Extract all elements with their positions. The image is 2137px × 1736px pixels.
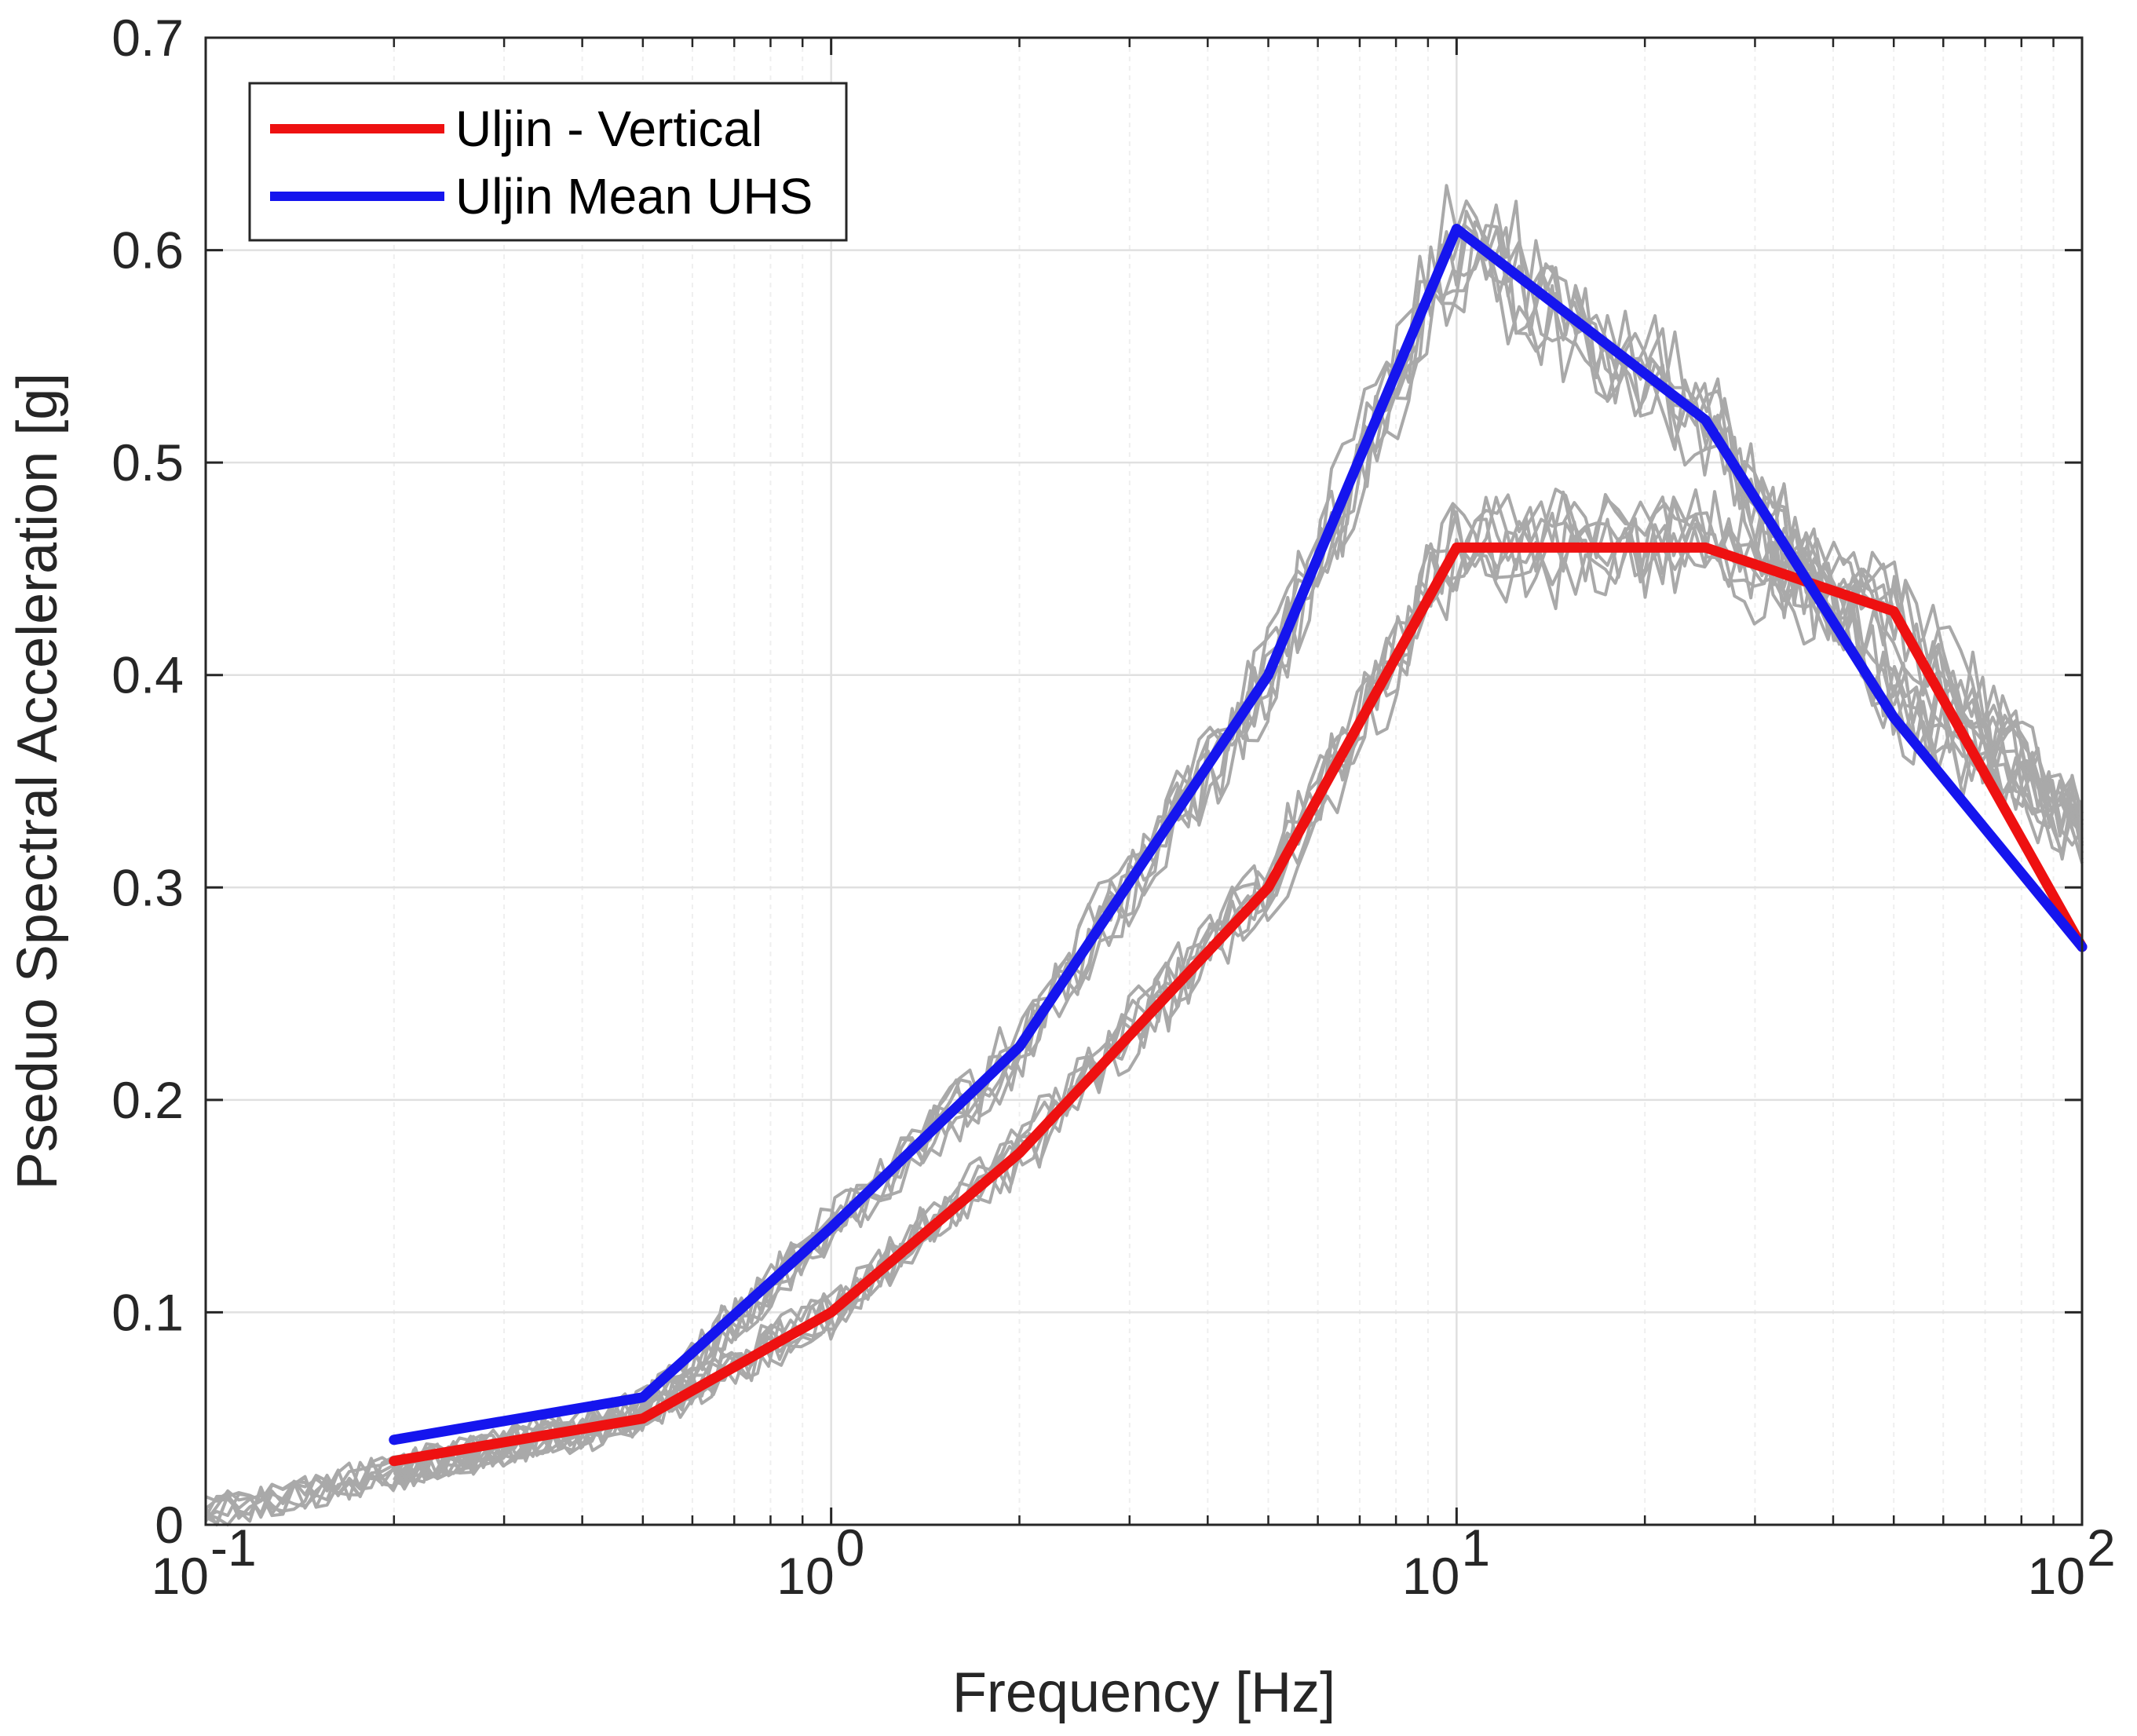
series-line-mean-uhs bbox=[389, 224, 2088, 1445]
series-line-vertical bbox=[389, 542, 2088, 1467]
x-tick-label-exponent: 0 bbox=[836, 1519, 865, 1577]
y-tick-label: 0.3 bbox=[111, 858, 184, 916]
horizontal-records-line bbox=[205, 224, 2084, 1526]
y-tick-labels: 0 0.1 0.2 0.3 0.4 0.5 0.6 0.7 bbox=[111, 9, 184, 1554]
y-tick-label: 0.1 bbox=[111, 1283, 184, 1341]
y-tick-label: 0.6 bbox=[111, 221, 184, 280]
x-tick-label-base: 10 bbox=[152, 1547, 209, 1605]
y-tick-label: 0.7 bbox=[111, 9, 184, 67]
plot-area bbox=[206, 38, 2082, 1525]
x-tick-label: 10 -1 bbox=[152, 1519, 257, 1605]
x-tick-labels: 10 -1 10 0 10 1 10 2 bbox=[152, 1519, 2116, 1605]
plot-frame bbox=[204, 36, 2084, 1526]
legend-label-vertical: Uljin - Vertical bbox=[455, 101, 762, 157]
axis-ticks bbox=[204, 36, 2084, 1526]
y-tick-label: 0.5 bbox=[111, 433, 184, 492]
legend-label-mean-uhs: Uljin Mean UHS bbox=[455, 168, 813, 225]
x-axis-label: Frequency [Hz] bbox=[952, 1661, 1335, 1724]
data-series bbox=[389, 224, 2088, 1467]
legend-box bbox=[248, 82, 848, 242]
x-tick-label-exponent: 2 bbox=[2087, 1519, 2116, 1577]
y-tick-label: 0.2 bbox=[111, 1071, 184, 1129]
x-tick-label: 10 0 bbox=[776, 1519, 864, 1605]
x-tick-label-exponent: -1 bbox=[210, 1519, 257, 1577]
legend: Uljin - Vertical Uljin Mean UHS bbox=[248, 82, 848, 242]
x-tick-label-base: 10 bbox=[2028, 1547, 2085, 1605]
y-axis-label: Pseduo Spectral Acceleration [g] bbox=[6, 373, 69, 1190]
x-tick-label: 10 2 bbox=[2028, 1519, 2116, 1605]
y-tick-label: 0.4 bbox=[111, 646, 184, 704]
y-tick-label: 0 bbox=[155, 1496, 184, 1554]
x-tick-label: 10 1 bbox=[1402, 1519, 1490, 1605]
x-tick-label-base: 10 bbox=[776, 1547, 834, 1605]
x-tick-label-exponent: 1 bbox=[1461, 1519, 1490, 1577]
x-tick-label-base: 10 bbox=[1402, 1547, 1459, 1605]
minor-gridlines bbox=[393, 38, 2055, 1525]
